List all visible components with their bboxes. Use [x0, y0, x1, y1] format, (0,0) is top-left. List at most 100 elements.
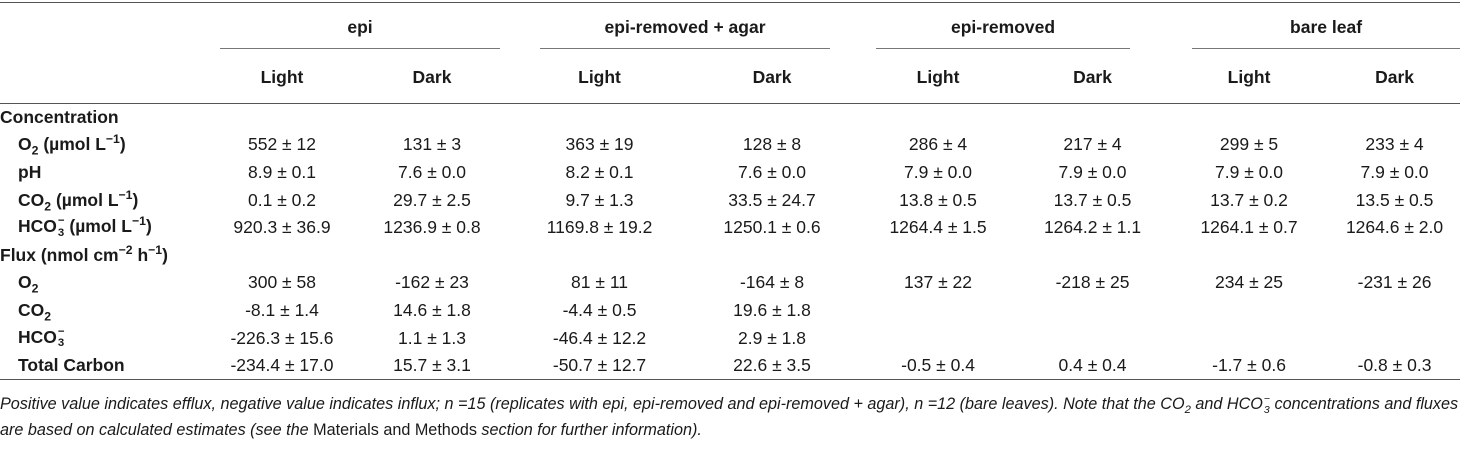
cell: 7.6 ± 0.0 [398, 161, 466, 182]
empty-cell [860, 297, 1016, 325]
cell: 128 ± 8 [742, 134, 802, 155]
cell: 7.9 ± 0.0 [1360, 161, 1429, 182]
cell: 363 ± 19 [565, 134, 634, 155]
section-label: Concentration [0, 104, 1460, 132]
text-run: Concentration [0, 107, 119, 128]
cell: 1264.4 ± 1.5 [889, 217, 987, 238]
cell: -1.7 ± 0.6 [1212, 354, 1286, 375]
text-run: HCO [18, 216, 57, 237]
cell: 7.9 ± 0.0 [1215, 161, 1284, 182]
empty-cell [1329, 297, 1460, 325]
column-header: Dark [349, 51, 516, 104]
superscript: −2 [118, 242, 133, 257]
cell: 29.7 ± 2.5 [393, 189, 471, 210]
cell: 1264.6 ± 2.0 [1345, 217, 1444, 238]
text-run: concentrations and fluxes are based on c… [0, 394, 1459, 439]
cell: 0.1 ± 0.2 [248, 189, 316, 210]
cell: 7.9 ± 0.0 [904, 161, 973, 182]
row-label: pH [0, 159, 215, 187]
cell: 33.5 ± 24.7 [728, 189, 816, 210]
empty-cell [1169, 297, 1329, 325]
cell: 22.6 ± 3.5 [733, 354, 811, 375]
data-row: O2 300 ± 58 -162 ± 23 81 ± 11 -164 ± 8 137 ± … [0, 269, 1460, 297]
data-table: epi epi-removed + agar epi-removed bare lea… [0, 2, 1460, 380]
superscript: −1 [148, 242, 163, 257]
data-row: CO2 (µmol L−1) 0.1 ± 0.2 29.7 ± 2.5 9.7 ± 1… [0, 186, 1460, 214]
text-run: CO [18, 299, 45, 320]
superscript: − [1263, 393, 1271, 406]
cell: 234 ± 25 [1215, 272, 1284, 293]
subscript: 3 [1263, 403, 1270, 416]
cell: 137 ± 22 [904, 272, 973, 293]
group-header: bare leaf [1169, 3, 1460, 52]
group-label: epi [220, 17, 501, 49]
cell: 1169.8 ± 19.2 [546, 217, 653, 238]
cell: 1236.9 ± 0.8 [383, 217, 481, 238]
text-run: HCO [18, 326, 57, 347]
cell: -4.4 ± 0.5 [562, 299, 637, 320]
text-run: CO [18, 189, 45, 210]
data-row: Total Carbon -234.4 ± 17.0 15.7 ± 3.1 -50.7… [0, 352, 1460, 380]
group-header: epi [215, 3, 515, 52]
text-run: h [132, 244, 149, 265]
subscript: 2 [31, 143, 39, 158]
empty-cell [1169, 324, 1329, 352]
cell: 8.9 ± 0.1 [248, 161, 316, 182]
subscript: 2 [44, 309, 52, 324]
text-run: O [18, 134, 32, 155]
subheader-row: Light Dark Light Dark Light Dark Light Dark [0, 51, 1460, 104]
subscript: 3 [57, 226, 65, 239]
cell: 13.7 ± 0.2 [1210, 189, 1288, 210]
cell: 19.6 ± 1.8 [733, 299, 811, 320]
table-body: Concentration O2 (µmol L−1) 552 ± 12 131 ± … [0, 104, 1460, 380]
data-row: pH 8.9 ± 0.1 7.6 ± 0.0 8.2 ± 0.1 7.6 ± 0.0 7.… [0, 159, 1460, 187]
section-row: Concentration [0, 104, 1460, 132]
cell: -234.4 ± 17.0 [230, 354, 334, 375]
row-label: Total Carbon [0, 352, 215, 380]
empty-cell [860, 324, 1016, 352]
text-run: ) [132, 189, 139, 210]
cell: 299 ± 5 [1219, 134, 1279, 155]
text-run: Positive value indicates efflux, negativ… [0, 394, 1185, 413]
cell: -162 ± 23 [395, 272, 469, 293]
cell: -218 ± 25 [1055, 272, 1130, 293]
text-run: ) [145, 216, 152, 237]
column-header: Dark [1329, 51, 1460, 104]
group-header-row: epi epi-removed + agar epi-removed bare lea… [0, 3, 1460, 52]
text-run: and HCO [1190, 394, 1263, 413]
cell: 8.2 ± 0.1 [565, 161, 634, 182]
cell: -231 ± 26 [1357, 272, 1432, 293]
superscript: −1 [131, 214, 146, 229]
row-label: O2 (µmol L−1) [0, 131, 215, 159]
section-row: Flux (nmol cm−2 h−1) [0, 241, 1460, 269]
text-run: pH [18, 161, 42, 182]
subscript: 2 [1184, 404, 1191, 417]
footnote: Positive value indicates efflux, negativ… [0, 380, 1460, 443]
text-run: Materials and Methods [313, 420, 477, 439]
text-run: (µmol L [51, 189, 119, 210]
cell: 7.6 ± 0.0 [738, 161, 807, 182]
cell: -46.4 ± 12.2 [552, 327, 647, 348]
subsup: −3 [57, 326, 65, 350]
column-header: Light [515, 51, 685, 104]
row-label: O2 [0, 269, 215, 297]
cell: 920.3 ± 36.9 [233, 217, 331, 238]
row-label: HCO −3 [0, 324, 215, 352]
cell: 233 ± 4 [1365, 134, 1424, 155]
subscript: 3 [57, 337, 65, 350]
text-run: (µmol L [38, 134, 106, 155]
group-label: epi-removed [876, 17, 1131, 49]
column-header: Dark [684, 51, 861, 104]
cell: 1.1 ± 1.3 [398, 327, 466, 348]
row-label: CO2 [0, 297, 215, 325]
text-run: ) [162, 244, 168, 265]
text-run: Flux (nmol cm [0, 244, 119, 265]
cell: 552 ± 12 [248, 134, 316, 155]
cell: 1264.2 ± 1.1 [1043, 217, 1142, 238]
column-header: Light [215, 51, 349, 104]
data-row: CO2 -8.1 ± 1.4 14.6 ± 1.8 -4.4 ± 0.5 19.6 ± … [0, 297, 1460, 325]
corner [0, 51, 215, 104]
cell: 13.5 ± 0.5 [1355, 189, 1434, 210]
cell: -226.3 ± 15.6 [230, 327, 334, 348]
